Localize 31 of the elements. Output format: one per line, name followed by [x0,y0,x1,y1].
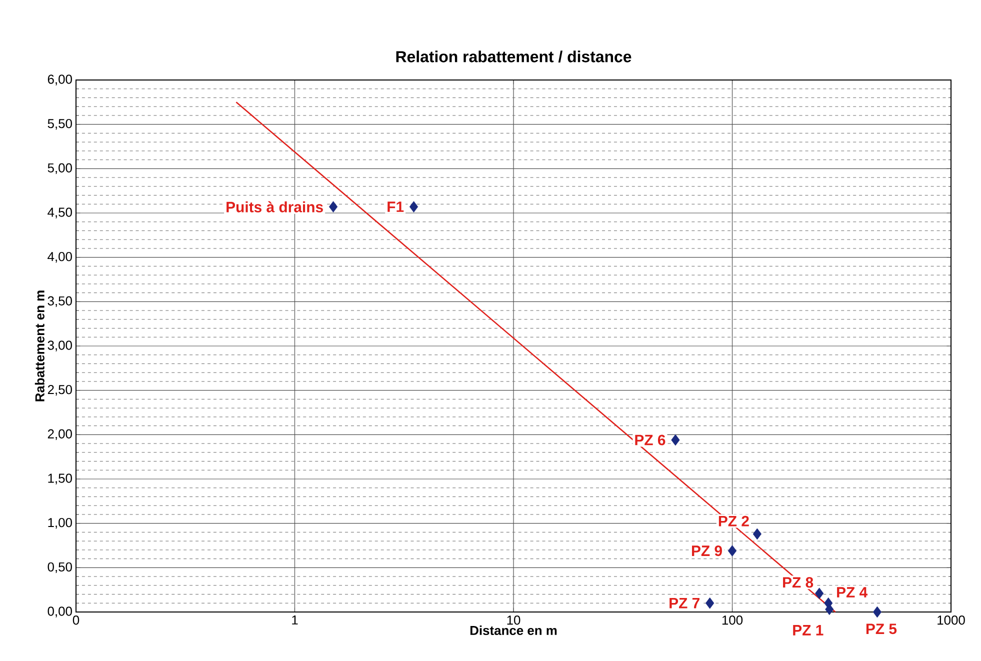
annotation: PZ 4 [837,587,868,598]
chart-title: Relation rabattement / distance [396,50,632,62]
y-tick-label: 3,00 [48,340,72,352]
annotation: PZ 5 [866,624,897,634]
annotation: PZ 6 [635,434,666,446]
annotation: Puits à drains [226,201,323,212]
annotation: PZ 2 [718,516,749,526]
y-tick-label: 4,50 [48,208,72,218]
x-tick-label: 1000 [938,616,965,625]
annotation: PZ 8 [783,577,814,588]
y-tick-label: 6,00 [48,74,72,86]
x-tick-label: 0 [72,616,80,625]
y-tick-label: 2,00 [48,429,72,440]
y-tick-label: 4,00 [48,252,72,263]
annotation: F1 [388,202,404,212]
y-tick-label: 5,50 [48,118,72,130]
annotation: PZ 1 [793,625,824,636]
y-tick-label: 1,00 [48,518,72,529]
y-tick-label: 2,50 [48,384,72,396]
x-tick-label: 1 [292,616,298,624]
y-tick-label: 3,50 [48,296,72,308]
y-tick-label: 5,00 [48,163,72,174]
annotation: PZ 7 [670,598,700,608]
x-tick-label: 100 [722,616,743,625]
y-tick-label: 0,00 [48,606,72,618]
y-tick-label: 1,50 [48,474,72,484]
y-tick-label: 0,50 [48,562,72,574]
x-axis-title: Distance en m [470,626,557,636]
annotation: PZ 9 [692,546,722,556]
x-tick-label: 10 [507,616,520,625]
y-axis-title: Rabattement en m [34,290,44,402]
